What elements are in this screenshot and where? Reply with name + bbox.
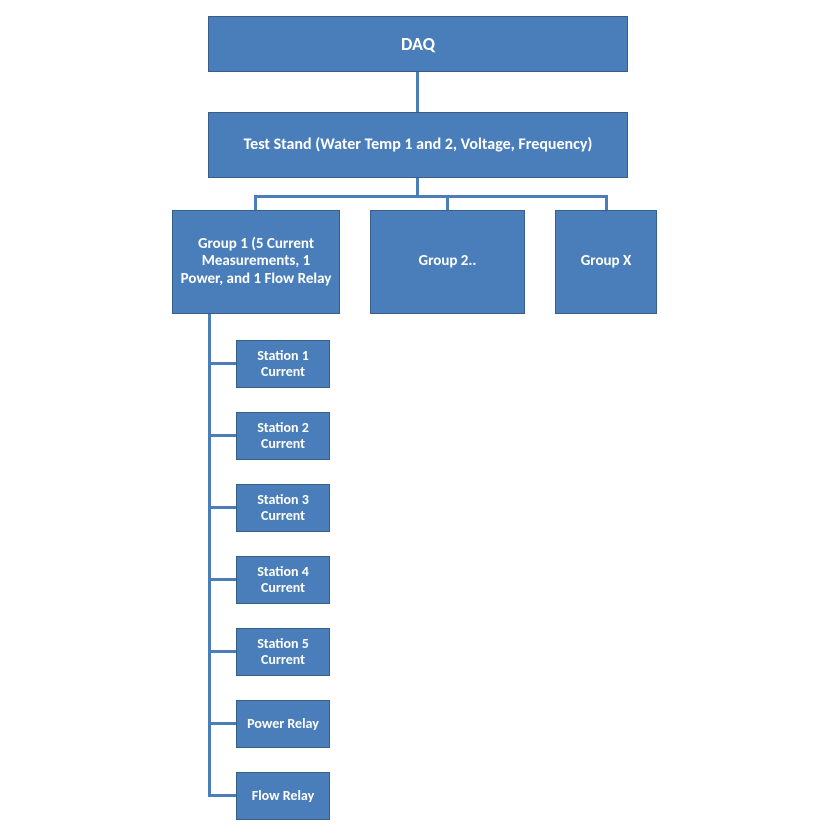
connector-g1-branch xyxy=(208,362,236,365)
connector-g1-branch xyxy=(208,506,236,509)
connector-l2-hbar xyxy=(254,195,608,198)
node-flow-relay: Flow Relay xyxy=(236,772,330,820)
node-station-1: Station 1 Current xyxy=(236,340,330,388)
connector-l2-g2 xyxy=(446,195,449,210)
node-label: Flow Relay xyxy=(252,788,314,804)
node-label: Station 3 Current xyxy=(243,492,323,524)
connector-root-l2 xyxy=(416,72,419,112)
node-group-x: Group X xyxy=(555,210,657,314)
node-station-5: Station 5 Current xyxy=(236,628,330,676)
node-label: Station 5 Current xyxy=(243,636,323,668)
connector-l2-gx xyxy=(605,195,608,210)
node-station-2: Station 2 Current xyxy=(236,412,330,460)
node-group-2: Group 2.. xyxy=(370,210,525,314)
node-station-3: Station 3 Current xyxy=(236,484,330,532)
node-power-relay: Power Relay xyxy=(236,700,330,748)
connector-l2-g1 xyxy=(254,195,257,210)
node-root: DAQ xyxy=(208,16,628,72)
node-station-4: Station 4 Current xyxy=(236,556,330,604)
node-test-stand: Test Stand (Water Temp 1 and 2, Voltage,… xyxy=(208,112,628,178)
node-label: Power Relay xyxy=(247,716,319,732)
node-label: Group 1 (5 Current Measurements, 1 Power… xyxy=(179,236,333,288)
node-label: Test Stand (Water Temp 1 and 2, Voltage,… xyxy=(244,136,593,154)
connector-g1-branch xyxy=(208,578,236,581)
node-label: DAQ xyxy=(401,34,435,55)
connector-l2-down xyxy=(416,178,419,195)
connector-g1-branch xyxy=(208,794,236,797)
connector-g1-branch xyxy=(208,434,236,437)
node-label: Group 2.. xyxy=(419,253,477,270)
node-label: Station 2 Current xyxy=(243,420,323,452)
node-label: Station 4 Current xyxy=(243,564,323,596)
diagram-canvas: DAQ Test Stand (Water Temp 1 and 2, Volt… xyxy=(0,0,835,840)
node-group-1: Group 1 (5 Current Measurements, 1 Power… xyxy=(172,210,340,314)
connector-g1-branch xyxy=(208,722,236,725)
connector-g1-branch xyxy=(208,650,236,653)
node-label: Station 1 Current xyxy=(243,348,323,380)
node-label: Group X xyxy=(581,253,632,270)
